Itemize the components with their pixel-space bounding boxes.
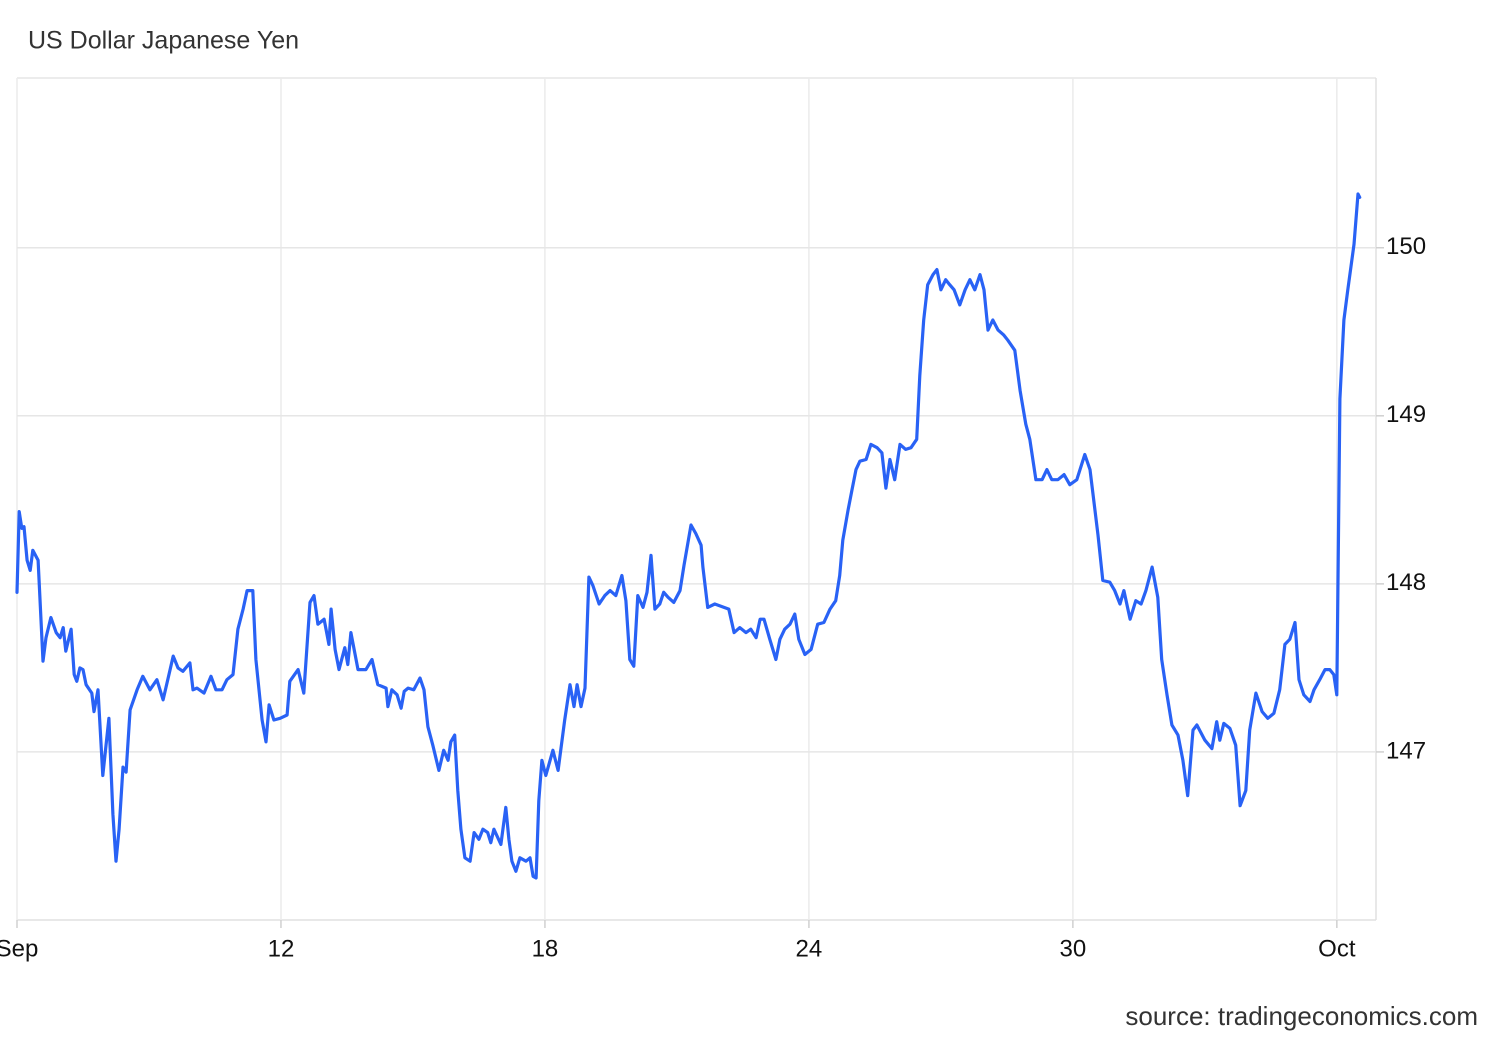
y-tick-label: 147 [1386,737,1426,764]
source-note: source: tradingeconomics.com [1125,1001,1478,1031]
x-tick-label: Oct [1318,935,1356,962]
x-tick-label: Sep [0,935,38,962]
y-tick-label: 148 [1386,569,1426,596]
x-tick-label: 24 [796,935,823,962]
chart-title: US Dollar Japanese Yen [28,27,299,55]
y-tick-label: 150 [1386,233,1426,260]
price-line [15,192,1362,880]
x-tick-label: 18 [532,935,559,962]
y-tick-label: 149 [1386,401,1426,428]
x-tick-label: 30 [1060,935,1087,962]
x-tick-label: 12 [268,935,295,962]
